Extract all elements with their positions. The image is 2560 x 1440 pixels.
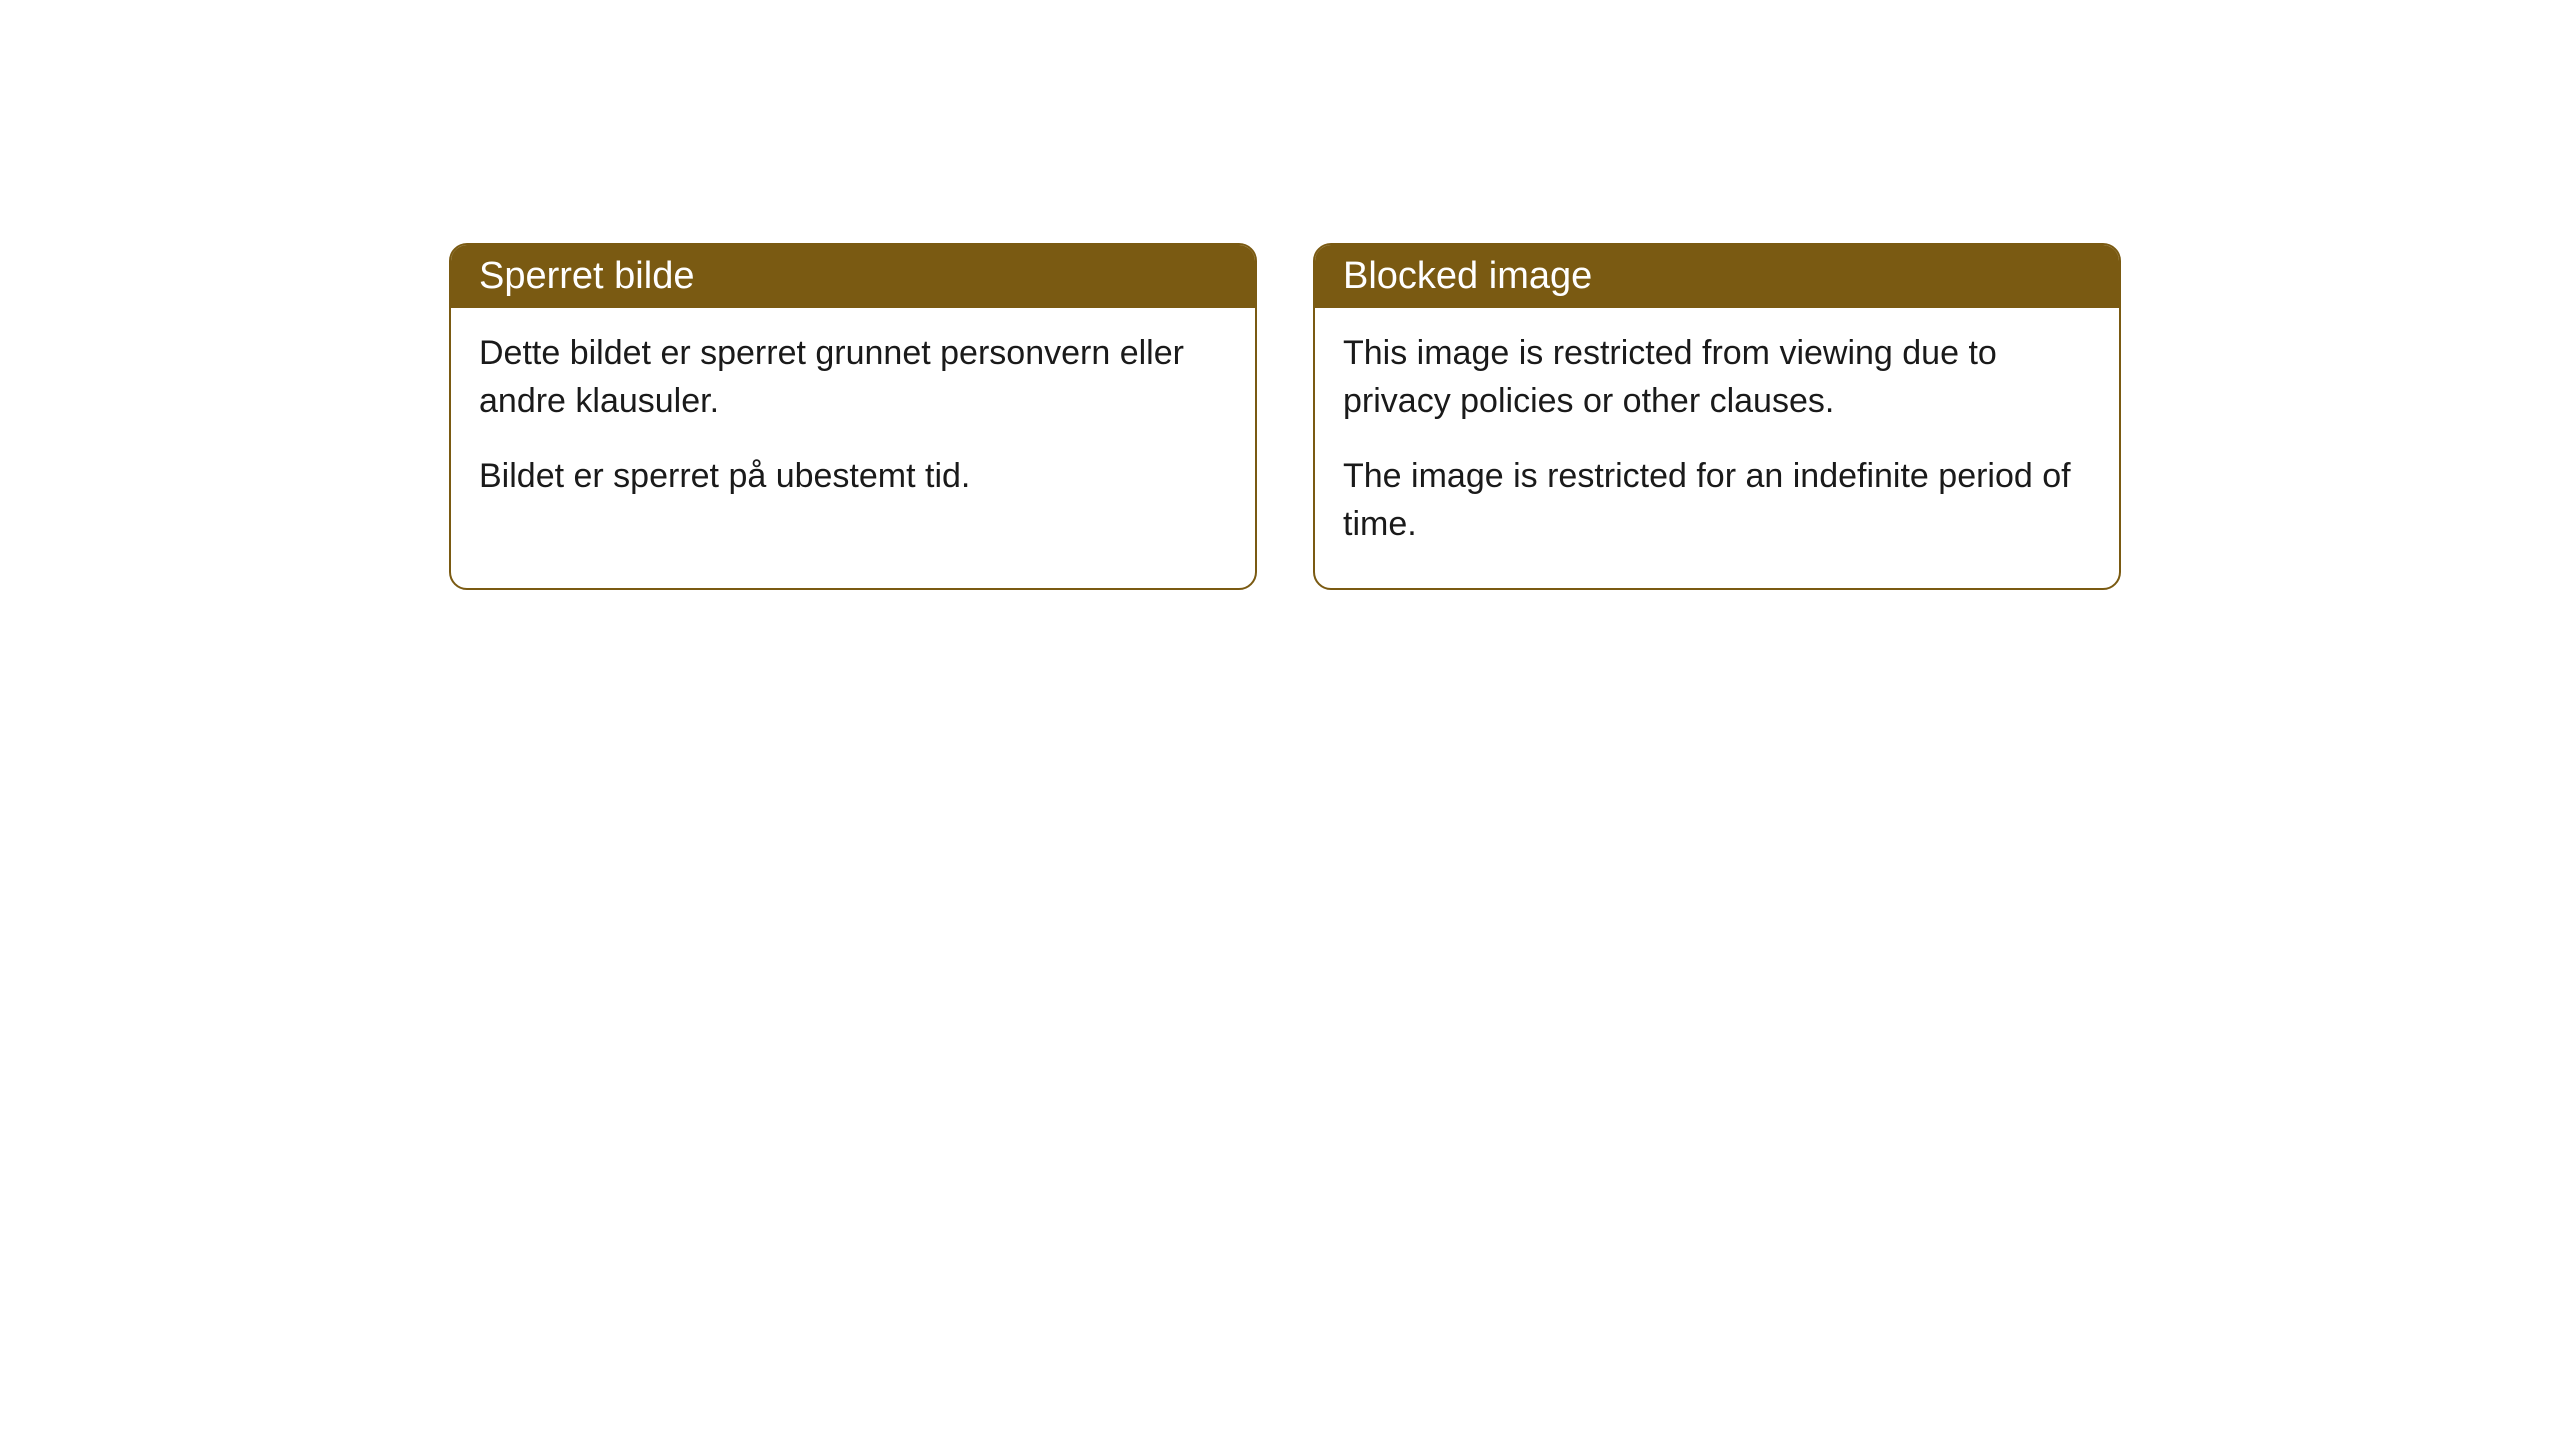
- card-header-norwegian: Sperret bilde: [451, 245, 1255, 308]
- card-title-english: Blocked image: [1343, 255, 1592, 297]
- card-title-norwegian: Sperret bilde: [479, 255, 694, 297]
- card-paragraph-2-english: The image is restricted for an indefinit…: [1343, 453, 2091, 548]
- notice-cards-container: Sperret bilde Dette bildet er sperret gr…: [449, 243, 2121, 590]
- card-body-english: This image is restricted from viewing du…: [1315, 308, 2119, 588]
- blocked-image-card-english: Blocked image This image is restricted f…: [1313, 243, 2121, 590]
- card-paragraph-1-english: This image is restricted from viewing du…: [1343, 330, 2091, 425]
- card-header-english: Blocked image: [1315, 245, 2119, 308]
- card-paragraph-1-norwegian: Dette bildet er sperret grunnet personve…: [479, 330, 1227, 425]
- card-body-norwegian: Dette bildet er sperret grunnet personve…: [451, 308, 1255, 541]
- card-paragraph-2-norwegian: Bildet er sperret på ubestemt tid.: [479, 453, 1227, 501]
- blocked-image-card-norwegian: Sperret bilde Dette bildet er sperret gr…: [449, 243, 1257, 590]
